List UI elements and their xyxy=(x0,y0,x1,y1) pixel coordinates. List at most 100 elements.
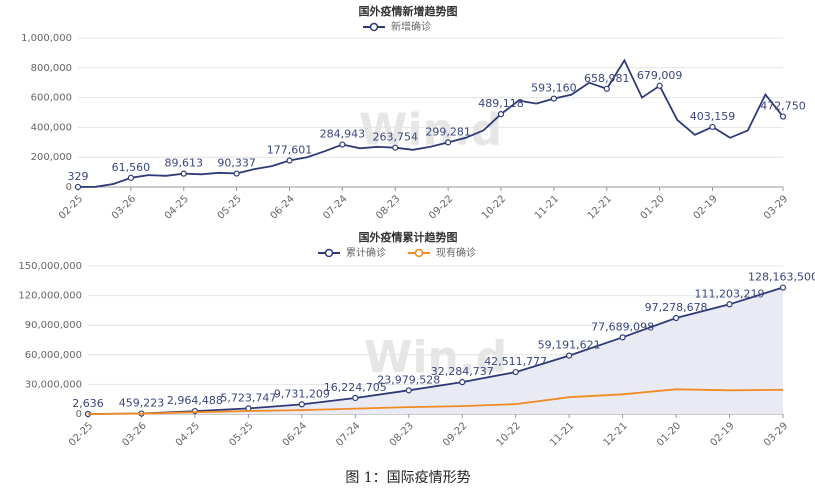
value-label: 32,284,737 xyxy=(431,365,494,378)
chart-title: 国外疫情新增趋势图 xyxy=(359,4,458,18)
x-tick-label: 09-22 xyxy=(441,420,469,448)
y-tick-label: 200,000 xyxy=(31,152,72,163)
point xyxy=(459,379,466,386)
series-line xyxy=(87,286,784,415)
point xyxy=(550,95,557,102)
series-line xyxy=(87,388,784,415)
x-tick-label: 03-29 xyxy=(762,193,790,221)
caption: 图 1：国际疫情形势 xyxy=(345,470,470,486)
x-tick-label: 08-23 xyxy=(374,193,402,221)
x-tick-label: 02-25 xyxy=(67,420,95,448)
point xyxy=(672,314,680,322)
value-label: 23,979,528 xyxy=(377,373,440,386)
area xyxy=(88,287,783,414)
value-label: 5,723,747 xyxy=(220,391,276,404)
value-label: 97,278,678 xyxy=(645,301,708,314)
value-label: 403,159 xyxy=(690,110,736,123)
legend-marker xyxy=(414,248,424,258)
x-tick-label: 11-21 xyxy=(548,420,576,448)
x-tick-label: 02-19 xyxy=(708,420,736,448)
value-label: 489,118 xyxy=(478,97,524,110)
y-tick-label: 1,000,000 xyxy=(21,33,72,44)
x-tick-label: 02-19 xyxy=(691,193,719,221)
y-tick-label: 800,000 xyxy=(31,63,72,74)
chart-title: 国外疫情累计趋势图 xyxy=(359,230,458,244)
y-tick-label: 90,000,000 xyxy=(25,320,82,331)
value-label: 59,191,621 xyxy=(538,339,601,352)
point xyxy=(339,141,346,148)
point xyxy=(445,139,452,146)
value-label: 2,964,488 xyxy=(167,394,223,407)
point xyxy=(74,183,82,191)
point xyxy=(298,401,305,408)
x-tick-label: 10-22 xyxy=(480,193,508,221)
x-tick-label: 06-24 xyxy=(281,420,309,448)
point xyxy=(726,301,733,308)
y-tick-label: 30,000,000 xyxy=(25,379,82,390)
point xyxy=(603,85,610,92)
y-tick-label: 60,000,000 xyxy=(25,350,82,361)
point xyxy=(352,394,359,402)
value-label: 89,613 xyxy=(165,157,204,170)
y-tick-label: 600,000 xyxy=(31,93,72,104)
x-tick-label: 12-21 xyxy=(586,193,614,221)
x-tick-label: 10-22 xyxy=(495,420,523,448)
x-tick-label: 05-25 xyxy=(216,193,244,221)
point xyxy=(497,111,505,118)
point xyxy=(127,174,134,181)
value-label: 299,281 xyxy=(425,125,471,138)
point xyxy=(779,284,787,291)
value-label: 177,601 xyxy=(267,144,313,157)
x-tick-label: 01-20 xyxy=(639,193,667,221)
x-tick-label: 01-20 xyxy=(655,420,683,448)
value-label: 77,689,098 xyxy=(591,320,654,333)
point xyxy=(180,170,187,177)
x-tick-label: 05-25 xyxy=(227,420,255,448)
point xyxy=(405,387,412,394)
point xyxy=(392,144,399,151)
x-tick-label: 08-23 xyxy=(388,420,416,448)
value-label: 9,731,209 xyxy=(274,387,330,400)
value-label: 16,224,705 xyxy=(324,381,387,394)
series-line xyxy=(77,58,784,188)
point xyxy=(566,352,573,359)
point xyxy=(233,170,240,177)
y-tick-label: 0 xyxy=(66,182,72,193)
legend-label: 累计确诊 xyxy=(346,246,386,259)
x-tick-label: 07-24 xyxy=(321,193,349,221)
x-tick-label: 03-26 xyxy=(110,193,138,221)
value-label: 2,636 xyxy=(72,397,104,410)
x-tick-label: 04-25 xyxy=(174,420,202,448)
x-tick-label: 06-24 xyxy=(268,193,296,221)
x-tick-label: 12-21 xyxy=(602,420,630,448)
value-label: 329 xyxy=(68,170,89,183)
value-label: 679,009 xyxy=(637,69,683,82)
y-tick-label: 400,000 xyxy=(31,122,72,133)
value-label: 128,163,500 xyxy=(748,271,815,284)
x-tick-label: 07-24 xyxy=(334,420,362,448)
y-tick-label: 150,000,000 xyxy=(18,261,82,272)
point xyxy=(512,368,519,376)
value-label: 61,560 xyxy=(112,161,151,174)
value-label: 90,337 xyxy=(217,157,256,170)
value-label: 284,943 xyxy=(320,128,366,141)
watermark: Win.d xyxy=(364,332,507,383)
value-label: 111,203,219 xyxy=(695,287,765,300)
value-label: 658,981 xyxy=(584,72,630,85)
value-label: 472,750 xyxy=(760,100,806,113)
value-label: 459,223 xyxy=(119,397,165,410)
legend-label: 现有确诊 xyxy=(436,246,476,259)
value-label: 593,160 xyxy=(531,82,577,95)
value-label: 263,754 xyxy=(373,131,419,144)
point xyxy=(619,334,626,341)
x-tick-label: 03-29 xyxy=(762,420,790,448)
y-tick-label: 0 xyxy=(76,409,82,420)
x-tick-label: 11-21 xyxy=(533,193,561,221)
x-tick-label: 02-25 xyxy=(57,193,85,221)
x-tick-label: 09-22 xyxy=(427,193,455,221)
point xyxy=(656,82,663,89)
point xyxy=(286,157,293,164)
legend-marker xyxy=(369,22,379,32)
value-label: 42,511,777 xyxy=(484,355,547,368)
